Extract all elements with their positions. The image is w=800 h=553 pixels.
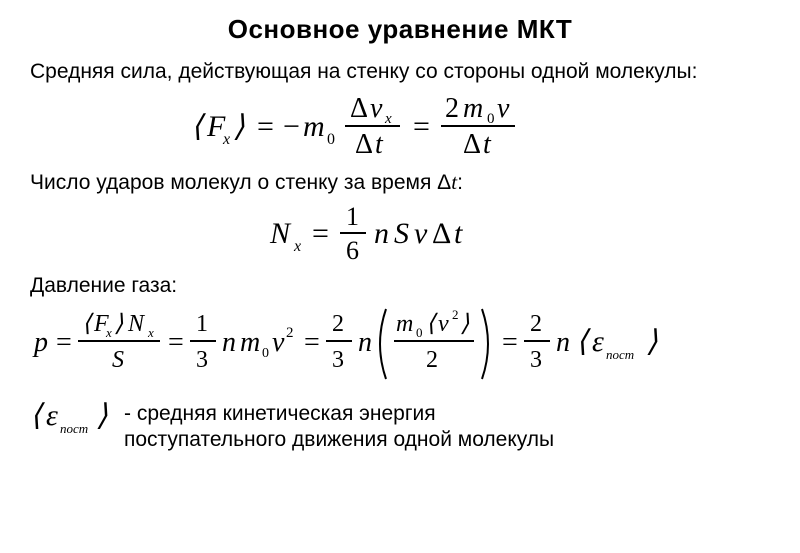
paragraph-collisions: Число ударов молекул о стенку за время Δ… (30, 169, 770, 196)
epsilon-text: - средняя кинетическая энергия поступате… (124, 393, 554, 454)
svg-text:⟩: ⟩ (460, 311, 470, 337)
eps-line1: - средняя кинетическая энергия (124, 402, 436, 425)
svg-text:0: 0 (416, 325, 423, 340)
paragraph-force: Средняя сила, действующая на стенку со с… (30, 59, 770, 85)
svg-text:n: n (374, 217, 389, 250)
paragraph-pressure: Давление газа: (30, 273, 770, 299)
svg-text:v: v (370, 93, 383, 124)
svg-text:n: n (358, 327, 372, 358)
slide: Основное уравнение МКТ Средняя сила, дей… (0, 0, 800, 553)
svg-text:Δ: Δ (355, 129, 373, 160)
svg-text:=: = (502, 327, 518, 358)
svg-text:x: x (222, 131, 230, 148)
svg-text:⟨: ⟨ (30, 399, 45, 432)
svg-text:3: 3 (196, 347, 208, 373)
svg-text:⟩: ⟩ (233, 110, 245, 143)
svg-text:N: N (127, 311, 146, 337)
epsilon-symbol: ⟨ ε пост ⟩ (26, 393, 112, 444)
svg-text:x: x (147, 325, 154, 340)
formula-pressure: p = ⟨ F x ⟩ N x S = 1 3 n m 0 v 2 = 2 3 (24, 303, 770, 385)
svg-text:⟨: ⟨ (426, 311, 438, 337)
svg-text:x: x (105, 325, 112, 340)
svg-text:m: m (463, 93, 483, 124)
svg-text:2: 2 (530, 311, 542, 337)
svg-text:2: 2 (332, 311, 344, 337)
svg-text:S: S (112, 347, 124, 373)
svg-text:пост: пост (60, 421, 88, 436)
eps-line2: поступательного движения одной молекулы (124, 428, 554, 451)
svg-text:x: x (384, 111, 392, 127)
svg-text:p: p (32, 327, 48, 358)
svg-text:0: 0 (487, 111, 495, 127)
svg-text:v: v (497, 93, 510, 124)
svg-text:x: x (293, 238, 301, 255)
slide-title: Основное уравнение МКТ (30, 14, 770, 45)
svg-text:⟨: ⟨ (191, 110, 206, 143)
svg-text:Δ: Δ (350, 93, 368, 124)
epsilon-definition: ⟨ ε пост ⟩ - средняя кинетическая энерги… (30, 393, 770, 454)
svg-text:0: 0 (262, 346, 269, 361)
svg-text:=: = (413, 110, 430, 143)
formula-collisions: N x = 1 6 n S v Δ t (30, 201, 770, 265)
svg-text:1: 1 (196, 311, 208, 337)
svg-text:3: 3 (332, 347, 344, 373)
svg-text:Δ: Δ (432, 217, 451, 250)
formula-force: ⟨ F x ⟩ = − m 0 Δ v x Δ t = 2 m 0 v Δ (30, 91, 770, 161)
svg-text:⟨: ⟨ (576, 325, 591, 358)
svg-text:N: N (269, 217, 292, 250)
svg-text:2: 2 (286, 325, 294, 341)
svg-text:⟨: ⟨ (82, 311, 94, 337)
svg-text:v: v (272, 327, 285, 358)
svg-text:t: t (375, 129, 384, 160)
svg-text:t: t (454, 217, 463, 250)
svg-text:m: m (303, 110, 325, 143)
svg-text:−: − (283, 110, 300, 143)
svg-text:n: n (556, 327, 570, 358)
svg-text:0: 0 (327, 131, 335, 148)
svg-text:2: 2 (452, 307, 459, 322)
svg-text:=: = (56, 327, 72, 358)
svg-text:S: S (394, 217, 409, 250)
svg-text:1: 1 (346, 202, 359, 231)
svg-text:3: 3 (530, 347, 542, 373)
svg-text:ε: ε (46, 399, 58, 432)
svg-text:пост: пост (606, 347, 634, 362)
p2-post: : (457, 171, 463, 194)
svg-text:m: m (240, 327, 260, 358)
svg-text:m: m (396, 311, 413, 337)
svg-text:n: n (222, 327, 236, 358)
svg-text:2: 2 (445, 93, 459, 124)
svg-text:=: = (304, 327, 320, 358)
svg-text:v: v (414, 217, 428, 250)
svg-text:=: = (168, 327, 184, 358)
svg-text:t: t (483, 129, 492, 160)
svg-text:2: 2 (426, 347, 438, 373)
svg-text:=: = (312, 217, 329, 250)
svg-text:ε: ε (592, 325, 604, 358)
svg-text:⟩: ⟩ (646, 325, 658, 358)
svg-text:v: v (438, 311, 449, 337)
svg-text:⟩: ⟩ (96, 399, 108, 432)
svg-text:6: 6 (346, 236, 359, 265)
svg-text:⟩: ⟩ (114, 311, 124, 337)
svg-text:=: = (257, 110, 274, 143)
p2-pre: Число ударов молекул о стенку за время Δ (30, 171, 451, 194)
svg-text:Δ: Δ (463, 129, 481, 160)
